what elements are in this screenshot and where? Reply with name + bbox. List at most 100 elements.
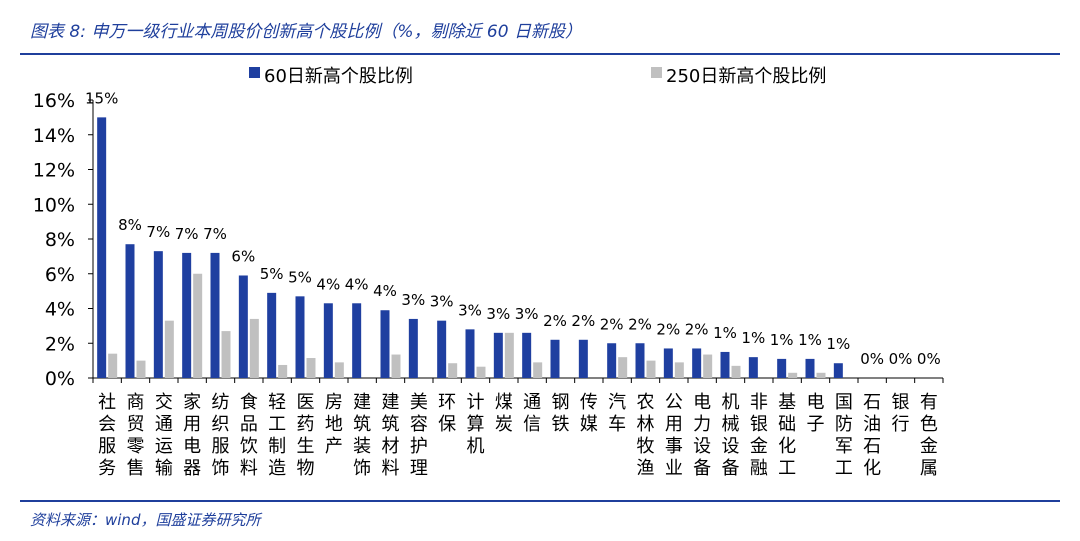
- data-label: 7%: [146, 223, 170, 241]
- data-label: 5%: [260, 265, 284, 283]
- bar-series1: [748, 357, 758, 378]
- bar-series1: [182, 252, 192, 378]
- bar-series1: [295, 296, 305, 378]
- bar-series1: [522, 332, 532, 378]
- category-label: 美容护理: [410, 392, 428, 479]
- category-label: 电子: [807, 392, 825, 435]
- category-label: 建筑材料: [382, 392, 400, 479]
- bar-series2: [193, 273, 203, 378]
- bar-series1: [153, 251, 163, 378]
- data-label: 1%: [826, 335, 850, 353]
- bar-series1: [238, 275, 248, 378]
- bar-series2: [164, 320, 174, 378]
- y-tick-label: 14%: [33, 125, 75, 147]
- y-tick-label: 16%: [33, 90, 75, 112]
- category-label: 机械设备: [722, 392, 740, 479]
- data-label: 4%: [345, 275, 369, 293]
- title-rule: [20, 53, 1060, 55]
- y-tick-label: 12%: [33, 160, 75, 182]
- data-label: 1%: [713, 324, 737, 342]
- data-label: 6%: [231, 247, 255, 265]
- category-label: 医药生物: [297, 392, 315, 479]
- category-label: 公用事业: [665, 392, 683, 479]
- bar-series2: [108, 353, 118, 378]
- category-label: 银行: [892, 392, 910, 435]
- data-label: 0%: [917, 350, 941, 368]
- bar-series1: [833, 363, 843, 378]
- category-label: 石油石化: [863, 392, 881, 479]
- data-label: 3%: [486, 305, 510, 323]
- bar-series2: [221, 331, 231, 378]
- category-label: 国防军工: [835, 392, 853, 479]
- data-label: 2%: [571, 312, 595, 330]
- bar-series2: [249, 318, 259, 378]
- category-label: 基础化工: [778, 392, 796, 479]
- y-tick-label: 2%: [45, 333, 75, 355]
- category-label: 房地产: [325, 392, 343, 457]
- category-labels-group: 社会服务商贸零售交通运输家用电器纺织服饰食品饮料轻工制造医药生物房地产建筑装饰建…: [98, 392, 938, 479]
- bar-series1: [97, 117, 107, 378]
- bar-series1: [352, 303, 362, 378]
- legend: 60日新高个股比例 250日新高个股比例: [249, 66, 826, 87]
- source-note: 资料来源：wind，国盛证券研究所: [30, 511, 261, 529]
- category-label: 家用电器: [183, 392, 201, 479]
- category-label: 汽车: [608, 392, 626, 435]
- bar-series1: [380, 310, 390, 378]
- category-label: 商贸零售: [127, 392, 145, 479]
- y-tick-label: 8%: [45, 229, 75, 251]
- bar-series2: [646, 360, 656, 378]
- data-label: 2%: [543, 312, 567, 330]
- bar-series1: [323, 303, 333, 378]
- category-label: 计算机: [467, 392, 485, 457]
- data-label: 1%: [741, 329, 765, 347]
- category-label: 非银金融: [750, 392, 768, 479]
- bar-series2: [136, 360, 146, 378]
- data-label: 2%: [600, 315, 624, 333]
- y-tick-label: 10%: [33, 194, 75, 216]
- bar-series1: [578, 339, 588, 378]
- category-label: 纺织服饰: [212, 392, 230, 479]
- data-label: 3%: [401, 291, 425, 309]
- bar-series2: [334, 362, 344, 378]
- data-label: 0%: [860, 350, 884, 368]
- category-label: 建筑装饰: [353, 392, 371, 479]
- bar-series1: [408, 318, 418, 378]
- category-label: 农林牧渔: [637, 392, 655, 479]
- legend-label-series2: 250日新高个股比例: [666, 66, 826, 87]
- bar-series1: [663, 348, 673, 378]
- bar-series2: [731, 365, 741, 378]
- category-label: 通信: [523, 392, 541, 435]
- data-label: 4%: [316, 275, 340, 293]
- data-label: 1%: [770, 331, 794, 349]
- data-label: 3%: [458, 301, 482, 319]
- category-label: 传媒: [580, 392, 598, 435]
- bar-series2: [278, 364, 288, 378]
- data-labels-group: 15%8% 7% 7% 7%6%5% 5% 4% 4% 4% 3% 3% 3% 3% 3% 2% 2% 2% 2…: [85, 89, 941, 368]
- data-label: 3%: [430, 293, 454, 311]
- bar-series2: [306, 358, 316, 378]
- bar-series1: [635, 343, 645, 378]
- bar-series2: [674, 362, 684, 378]
- bar-series1: [607, 343, 617, 378]
- data-label: 2%: [628, 315, 652, 333]
- bar-series1: [805, 358, 815, 378]
- data-label: 2%: [656, 320, 680, 338]
- category-label: 社会服务: [98, 392, 116, 479]
- data-label: 2%: [685, 320, 709, 338]
- category-label: 电力设备: [693, 392, 711, 479]
- bar-series1: [493, 332, 503, 378]
- bar-series1: [777, 358, 787, 378]
- bar-series2: [703, 354, 713, 378]
- data-label: 7%: [203, 225, 227, 243]
- bar-series1: [125, 244, 135, 378]
- data-label: 7%: [175, 225, 199, 243]
- x-axis: [92, 377, 944, 383]
- bar-series2: [476, 366, 486, 378]
- data-label: 15%: [85, 89, 118, 107]
- legend-swatch-series1: [249, 67, 260, 78]
- bar-series2: [504, 332, 514, 378]
- category-label: 食品饮料: [240, 392, 258, 479]
- category-label: 交通运输: [155, 392, 173, 479]
- data-label: 5%: [288, 268, 312, 286]
